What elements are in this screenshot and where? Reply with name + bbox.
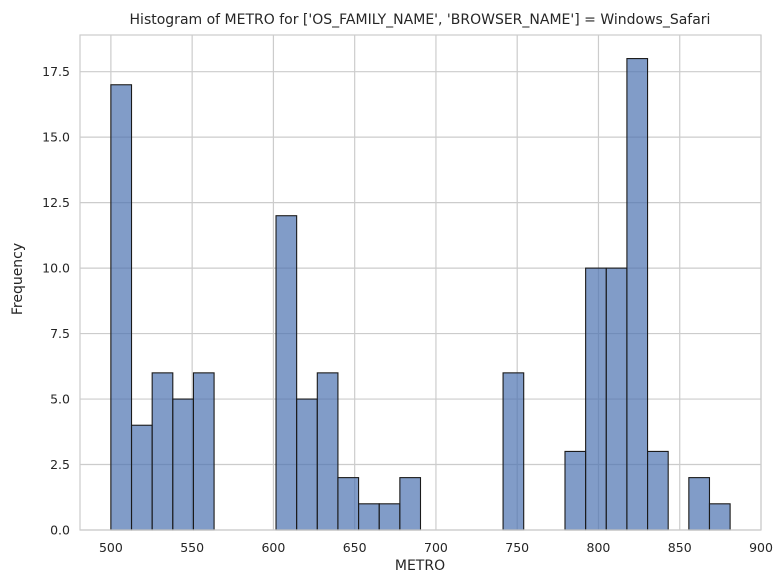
histogram-bar [110, 84, 133, 531]
histogram-bar [585, 267, 607, 531]
histogram-bar [399, 477, 422, 531]
y-tick-label: 0.0 [50, 523, 70, 538]
x-tick-labels: 500 550 600 650 700 750 800 850 900 [99, 540, 773, 555]
x-tick-label: 750 [505, 540, 529, 555]
histogram-bar [626, 58, 649, 531]
histogram-bar [151, 372, 174, 531]
histogram-bar [502, 372, 525, 531]
histogram-bar [316, 372, 339, 531]
y-tick-label: 12.5 [42, 195, 70, 210]
histogram-bar [688, 477, 711, 531]
chart-title: Histogram of METRO for ['OS_FAMILY_NAME'… [130, 12, 711, 28]
histogram-bar [192, 372, 215, 531]
plot-border [79, 34, 762, 531]
x-tick-label: 600 [261, 540, 285, 555]
histogram-bar [605, 267, 628, 531]
x-tick-label: 850 [668, 540, 692, 555]
x-tick-label: 550 [180, 540, 204, 555]
x-tick-label: 650 [343, 540, 367, 555]
x-tick-label: 800 [587, 540, 611, 555]
histogram-bar [647, 450, 669, 531]
y-tick-label: 17.5 [42, 64, 70, 79]
y-tick-label: 5.0 [50, 392, 70, 407]
x-tick-label: 900 [749, 540, 773, 555]
y-tick-label: 2.5 [50, 457, 70, 472]
histogram-bar [708, 503, 731, 531]
x-tick-label: 700 [424, 540, 448, 555]
bars [110, 58, 731, 531]
x-axis-label: METRO [395, 558, 445, 574]
histogram-bar [378, 503, 401, 531]
y-tick-label: 7.5 [50, 326, 70, 341]
plot-frame [79, 34, 762, 531]
histogram-bar [296, 398, 318, 531]
y-tick-label: 15.0 [42, 130, 70, 145]
histogram-bar [358, 503, 380, 531]
histogram-bar [130, 424, 153, 531]
histogram-bar [275, 215, 298, 531]
y-axis-label: Frequency [10, 243, 26, 315]
x-tick-label: 500 [99, 540, 123, 555]
y-tick-label: 10.0 [42, 261, 70, 276]
histogram-bar [172, 398, 194, 531]
histogram-bar [337, 477, 360, 531]
histogram-bar [564, 450, 587, 531]
y-tick-labels: 0.0 2.5 5.0 7.5 10.0 12.5 15.0 17.5 [42, 64, 70, 537]
